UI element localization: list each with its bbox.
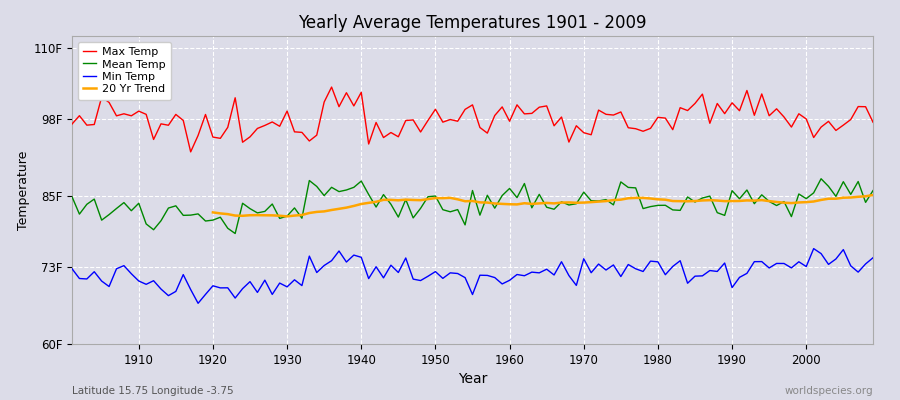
Max Temp — [185, 150, 196, 154]
20 Yr Trend — [778, 200, 789, 205]
Max Temp — [608, 113, 619, 118]
Mean Temp — [600, 197, 611, 202]
Y-axis label: Temperature: Temperature — [17, 150, 31, 230]
Text: worldspecies.org: worldspecies.org — [785, 386, 873, 396]
Mean Temp — [504, 186, 515, 191]
20 Yr Trend — [208, 210, 219, 215]
Min Temp — [600, 268, 611, 272]
Line: Max Temp: Max Temp — [72, 87, 873, 152]
Min Temp — [67, 266, 77, 271]
20 Yr Trend — [304, 210, 315, 215]
Line: 20 Yr Trend: 20 Yr Trend — [213, 195, 873, 216]
Min Temp — [193, 301, 203, 306]
Line: Min Temp: Min Temp — [72, 249, 873, 303]
Max Temp — [126, 113, 137, 118]
Max Temp — [348, 104, 359, 108]
Mean Temp — [230, 231, 240, 236]
Min Temp — [808, 246, 819, 251]
Min Temp — [504, 278, 515, 283]
Max Temp — [519, 112, 530, 116]
Min Temp — [126, 271, 137, 276]
Legend: Max Temp, Mean Temp, Min Temp, 20 Yr Trend: Max Temp, Mean Temp, Min Temp, 20 Yr Tre… — [77, 42, 171, 100]
20 Yr Trend — [675, 199, 686, 204]
20 Yr Trend — [868, 193, 878, 198]
Line: Mean Temp: Mean Temp — [72, 179, 873, 234]
Mean Temp — [126, 208, 137, 213]
Mean Temp — [868, 188, 878, 193]
Max Temp — [326, 85, 337, 90]
Mean Temp — [67, 194, 77, 199]
Min Temp — [296, 283, 307, 288]
20 Yr Trend — [764, 199, 775, 204]
Text: Latitude 15.75 Longitude -3.75: Latitude 15.75 Longitude -3.75 — [72, 386, 234, 396]
Mean Temp — [815, 176, 826, 181]
20 Yr Trend — [415, 198, 426, 202]
20 Yr Trend — [845, 195, 856, 200]
Max Temp — [67, 122, 77, 126]
Min Temp — [341, 260, 352, 264]
Title: Yearly Average Temperatures 1901 - 2009: Yearly Average Temperatures 1901 - 2009 — [298, 14, 647, 32]
Max Temp — [296, 130, 307, 135]
Min Temp — [868, 255, 878, 260]
Min Temp — [511, 272, 522, 277]
Max Temp — [868, 120, 878, 124]
Mean Temp — [296, 216, 307, 220]
Max Temp — [511, 102, 522, 107]
20 Yr Trend — [282, 214, 292, 219]
X-axis label: Year: Year — [458, 372, 487, 386]
Mean Temp — [341, 188, 352, 192]
Mean Temp — [511, 195, 522, 200]
